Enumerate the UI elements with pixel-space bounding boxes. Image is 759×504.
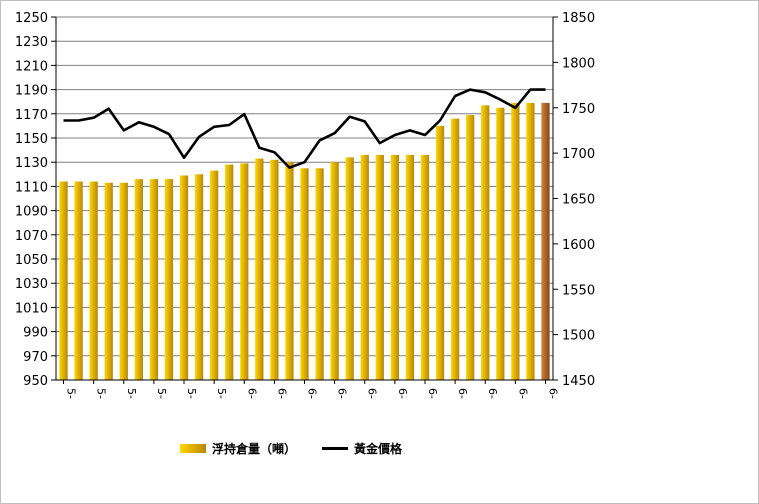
y-left-tick-label: 950 xyxy=(23,374,48,389)
y-right-tick-label: 1450 xyxy=(562,374,595,389)
y-left-tick-label: 1110 xyxy=(15,180,48,195)
legend: 浮持倉量（噸） 黃金價格 xyxy=(180,440,428,457)
y-right-tick-label: 1600 xyxy=(562,238,595,253)
x-tick-label: 6- xyxy=(546,388,559,399)
bar xyxy=(119,182,128,380)
y-left-tick-label: 1010 xyxy=(15,301,48,316)
bar xyxy=(375,154,384,380)
x-tick-label: 5- xyxy=(95,388,108,399)
x-tick-label: 6- xyxy=(245,388,258,399)
y-left-tick-label: 1130 xyxy=(15,156,48,171)
bar xyxy=(541,102,550,380)
x-tick-label: 6- xyxy=(516,388,529,399)
bar xyxy=(255,158,264,380)
x-tick-label: 6- xyxy=(336,388,349,399)
bar xyxy=(420,154,430,380)
bar xyxy=(405,154,415,380)
y-left-tick-label: 1250 xyxy=(15,11,48,26)
y-right-tick-label: 1750 xyxy=(562,102,595,117)
legend-line-label: 黃金價格 xyxy=(354,442,403,456)
x-tick-label: 6- xyxy=(456,388,469,399)
bar xyxy=(300,168,309,380)
x-tick-label: 6- xyxy=(306,388,319,399)
line-series xyxy=(63,88,546,169)
bar xyxy=(104,182,113,380)
bar xyxy=(59,181,68,380)
bar xyxy=(315,168,324,380)
y-left-tick-label: 1170 xyxy=(15,108,48,123)
bar xyxy=(194,174,204,380)
y-left-tick-label: 1190 xyxy=(15,84,48,99)
bar xyxy=(390,154,400,380)
y-left-tick-label: 990 xyxy=(23,326,48,341)
y-left-tick-label: 1070 xyxy=(15,229,48,244)
bar xyxy=(511,102,520,380)
y-left-tick-label: 1050 xyxy=(15,253,48,268)
bar xyxy=(164,179,174,380)
y-left-tick-label: 1210 xyxy=(15,59,48,74)
y-left-tick-label: 970 xyxy=(23,350,48,365)
x-tick-label: 6- xyxy=(486,388,499,399)
x-tick-label: 5- xyxy=(215,388,228,399)
bar xyxy=(74,181,83,380)
axes: 950 970 990 1010 1030 1050 1070 1090 1110 1130 115… xyxy=(15,11,595,399)
y-left-tick-label: 1090 xyxy=(15,205,48,220)
y-right-tick-label: 1800 xyxy=(562,56,595,71)
price-line xyxy=(63,88,546,169)
bar xyxy=(270,159,279,380)
y-left-tick-label: 1150 xyxy=(15,132,48,147)
bar xyxy=(330,162,339,380)
bar xyxy=(466,115,475,380)
bar xyxy=(360,154,369,380)
x-tick-label: 6- xyxy=(426,388,439,399)
legend-line-swatch xyxy=(322,447,349,450)
bar xyxy=(450,118,460,380)
legend-bar-swatch xyxy=(180,444,206,453)
legend-item-holdings: 浮持倉量（噸） xyxy=(180,440,296,457)
bar xyxy=(225,164,234,380)
x-tick-label: 6- xyxy=(396,388,409,399)
x-tick-label: 5- xyxy=(125,388,138,399)
bar-series xyxy=(59,102,550,381)
bar xyxy=(345,157,354,380)
legend-bar-label: 浮持倉量（噸） xyxy=(212,442,297,456)
y-left-tick-label: 1030 xyxy=(15,277,48,292)
y-right-tick-label: 1850 xyxy=(562,11,595,26)
bar xyxy=(435,125,445,381)
bar xyxy=(481,105,490,380)
bar xyxy=(179,175,189,380)
x-tick-label: 6- xyxy=(275,388,288,399)
x-tick-label: 5- xyxy=(155,388,168,399)
x-tick-label: 5- xyxy=(65,388,78,399)
bar xyxy=(526,102,535,380)
bar xyxy=(134,179,143,380)
x-tick-label: 5- xyxy=(185,388,198,399)
y-right-tick-label: 1700 xyxy=(562,147,595,162)
legend-item-price: 黃金價格 xyxy=(322,440,402,457)
bar xyxy=(285,162,294,380)
y-left-tick-label: 1230 xyxy=(15,35,48,50)
y-right-tick-label: 1500 xyxy=(562,329,595,344)
y-right-tick-label: 1650 xyxy=(562,193,595,208)
bar xyxy=(89,181,98,380)
y-right-tick-label: 1550 xyxy=(562,283,595,298)
x-tick-label: 6- xyxy=(366,388,379,399)
bar xyxy=(149,179,159,380)
bar xyxy=(209,170,219,380)
bar xyxy=(496,107,505,380)
bar xyxy=(240,163,249,380)
